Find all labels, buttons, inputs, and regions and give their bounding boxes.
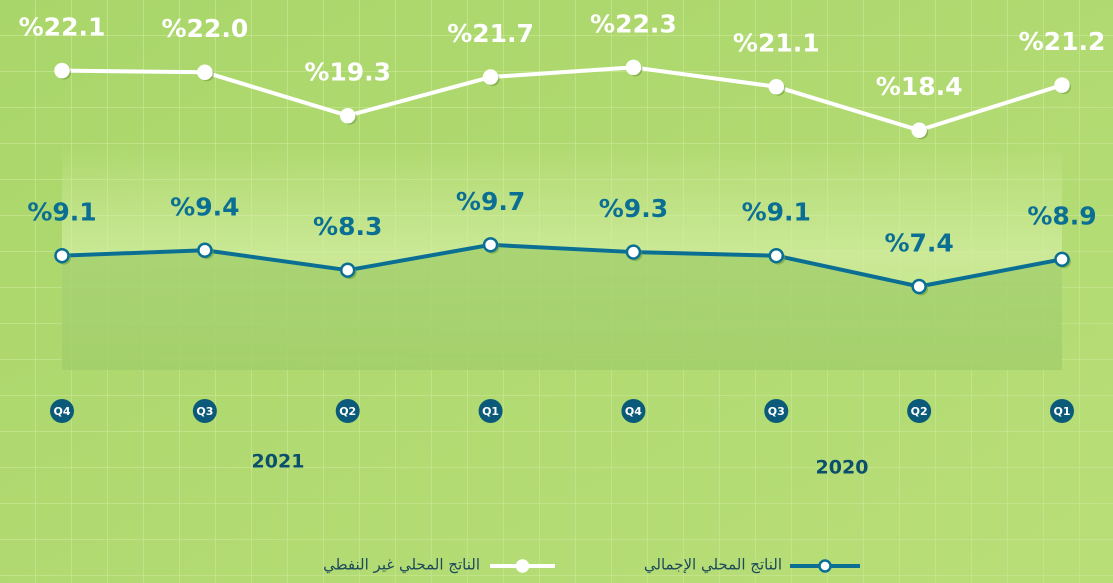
x-tick-label: Q1	[1053, 405, 1070, 418]
category-badge	[50, 399, 74, 423]
point	[54, 62, 70, 79]
category-badge	[1050, 399, 1074, 423]
x-tick-label: Q3	[768, 405, 785, 418]
point	[768, 247, 785, 264]
value-label: %22.3	[590, 9, 677, 38]
legend-label: الناتج المحلي الإجمالي	[644, 556, 782, 575]
x-tick-label: Q4	[625, 405, 642, 418]
x-tick-label: Q4	[53, 405, 70, 418]
year-label: 2021	[252, 451, 305, 473]
value-label: %8.9	[1027, 201, 1096, 230]
category-badge	[335, 399, 360, 423]
value-label: %7.4	[884, 229, 953, 258]
category-badge	[478, 399, 503, 423]
value-label: %9.1	[742, 198, 811, 227]
point	[54, 247, 70, 264]
point	[197, 242, 213, 258]
point	[482, 69, 499, 85]
value-label: %8.3	[313, 212, 382, 241]
point	[339, 107, 356, 124]
value-label: %22.0	[161, 14, 248, 43]
point	[1054, 77, 1070, 93]
category-badge	[192, 399, 217, 423]
value-label: %9.3	[599, 194, 668, 223]
x-tick-label: Q1	[482, 405, 499, 418]
value-label: %9.1	[27, 198, 96, 227]
x-tick-label: Q2	[911, 405, 928, 418]
value-label: %21.2	[1019, 27, 1106, 56]
point	[911, 278, 927, 295]
category-badge	[621, 399, 646, 423]
value-label: %22.1	[19, 13, 106, 42]
x-tick-label: Q3	[196, 405, 213, 418]
value-label: %19.3	[304, 58, 391, 87]
point	[625, 59, 642, 76]
point	[625, 244, 642, 260]
category-badge	[764, 399, 789, 423]
point	[768, 78, 785, 95]
value-label: %9.7	[456, 187, 525, 216]
value-label: %18.4	[876, 72, 963, 101]
legend-marker	[818, 559, 832, 573]
point	[197, 64, 213, 80]
x-tick-label: Q2	[339, 405, 356, 418]
value-label: %9.4	[170, 192, 239, 221]
point	[911, 122, 927, 138]
point	[1054, 251, 1070, 268]
legend-marker	[515, 559, 530, 573]
year-label: 2020	[816, 457, 869, 479]
line	[61, 65, 1063, 133]
line	[61, 242, 1063, 289]
legend-label: الناتج المحلي غير النفطي	[323, 556, 480, 575]
point	[339, 262, 356, 278]
value-label: %21.1	[733, 29, 820, 58]
value-label: %21.7	[447, 19, 534, 48]
point	[482, 237, 499, 253]
category-badge	[907, 399, 932, 423]
area	[62, 244, 1062, 370]
